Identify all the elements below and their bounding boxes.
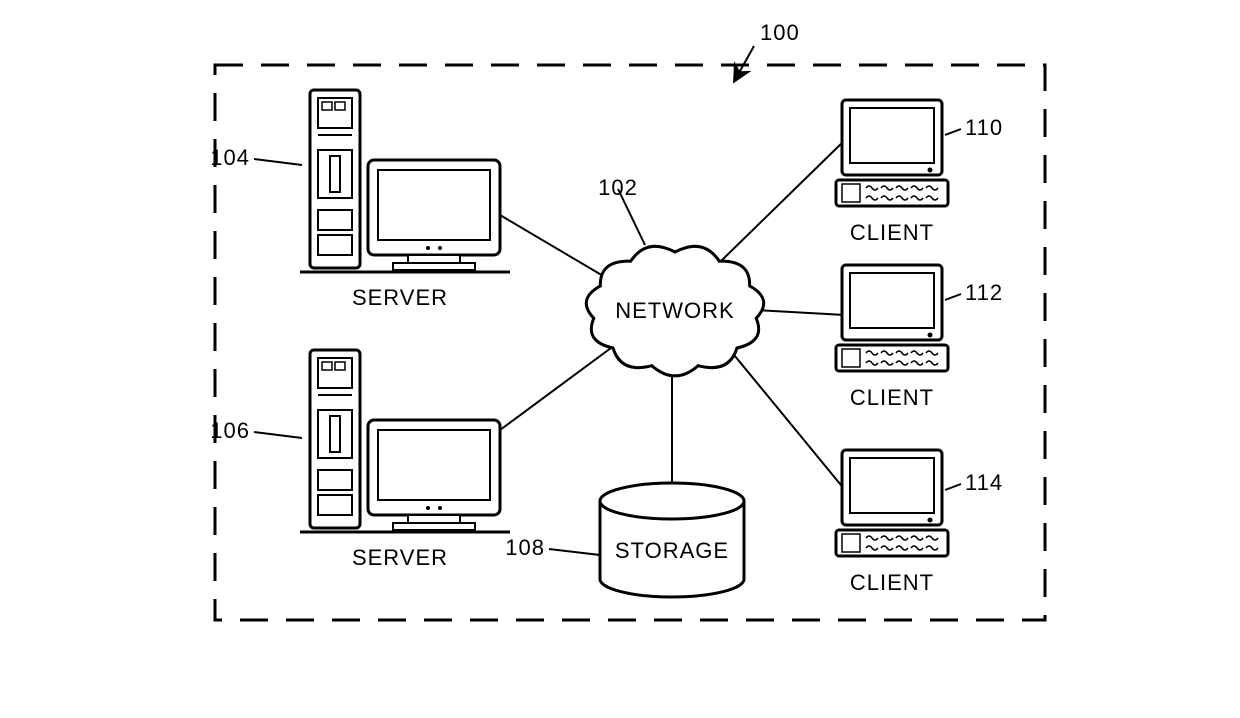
ref-client3: 114 — [965, 470, 1003, 495]
network-cloud: NETWORK — [586, 246, 763, 376]
network-diagram: NETWORK STORAGE SERVER SERVER CLIENT CLI… — [0, 0, 1240, 718]
client-2-label: CLIENT — [850, 385, 934, 410]
storage-label: STORAGE — [615, 538, 729, 563]
client-1 — [836, 100, 948, 206]
client-2 — [836, 265, 948, 371]
edge — [730, 350, 845, 490]
ref-system: 100 — [760, 20, 800, 45]
edge — [720, 140, 845, 262]
edge — [500, 215, 610, 280]
server-1 — [300, 90, 510, 272]
ref-network: 102 — [598, 175, 638, 200]
server-1-label: SERVER — [352, 285, 448, 310]
server-2 — [300, 350, 510, 532]
storage-cylinder: STORAGE — [600, 483, 744, 597]
ref-server2: 106 — [210, 418, 250, 443]
ref-storage: 108 — [505, 535, 545, 560]
server-2-label: SERVER — [352, 545, 448, 570]
client-3-label: CLIENT — [850, 570, 934, 595]
ref-client2: 112 — [965, 280, 1003, 305]
ref-server1: 104 — [210, 145, 250, 170]
client-3 — [836, 450, 948, 556]
network-label: NETWORK — [615, 298, 734, 323]
client-1-label: CLIENT — [850, 220, 934, 245]
ref-client1: 110 — [965, 115, 1003, 140]
edge — [755, 310, 845, 315]
edge — [500, 345, 615, 430]
